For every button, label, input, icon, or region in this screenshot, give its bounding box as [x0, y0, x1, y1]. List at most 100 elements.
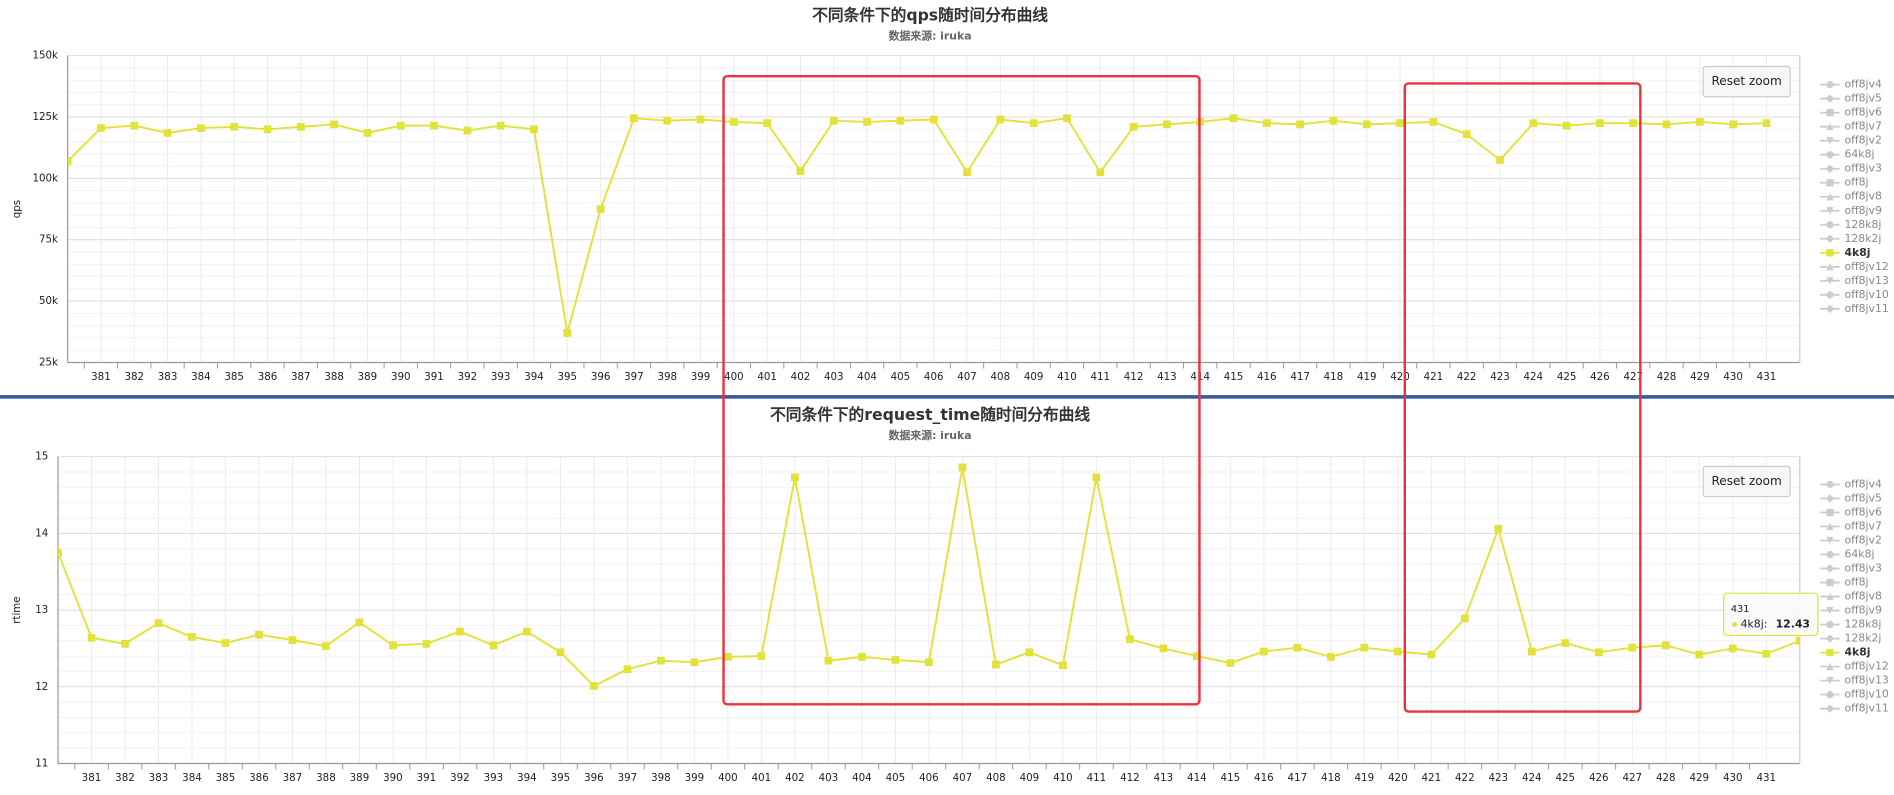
- data-point: [255, 630, 263, 639]
- legend-item[interactable]: off8jv6: [1820, 505, 1882, 518]
- data-point: [1527, 647, 1536, 656]
- reset-zoom-button[interactable]: Reset zoom: [1702, 65, 1791, 98]
- x-tick-label: 392: [450, 772, 470, 784]
- legend-item[interactable]: 128k8j: [1820, 218, 1881, 231]
- legend-marker: [1826, 606, 1834, 615]
- legend-item[interactable]: off8jv9: [1820, 604, 1882, 617]
- legend-label: off8jv3: [1844, 162, 1881, 175]
- x-tick-label: 407: [957, 371, 977, 383]
- legend-item[interactable]: off8jv7: [1820, 120, 1882, 133]
- legend-label: 128k8j: [1844, 218, 1881, 231]
- legend-item[interactable]: 128k8j: [1820, 618, 1881, 631]
- data-point: [858, 653, 866, 661]
- data-point: [796, 167, 805, 175]
- data-point: [757, 652, 766, 660]
- x-tick-label: 413: [1157, 371, 1177, 383]
- x-tick-label: 412: [1120, 772, 1140, 784]
- legend-item[interactable]: off8jv2: [1820, 134, 1882, 147]
- legend-item[interactable]: 128k2j: [1820, 632, 1881, 645]
- legend-item[interactable]: off8jv13: [1820, 674, 1889, 687]
- data-point: [121, 639, 129, 648]
- x-tick-label: 381: [82, 772, 102, 784]
- legend-item[interactable]: off8jv4: [1820, 78, 1882, 91]
- reset-zoom-button[interactable]: Reset zoom: [1702, 465, 1791, 498]
- data-point: [925, 658, 933, 667]
- tooltip-box: [1723, 592, 1819, 637]
- y-tick-label: 14: [35, 527, 48, 539]
- data-point: [1296, 120, 1304, 129]
- legend-item[interactable]: 128k2j: [1820, 232, 1881, 245]
- legend-item[interactable]: off8jv13: [1820, 274, 1889, 287]
- data-point: [1496, 156, 1504, 164]
- x-tick-label: 411: [1090, 371, 1110, 383]
- legend-item[interactable]: off8jv5: [1820, 491, 1882, 504]
- legend-item[interactable]: off8jv12: [1820, 260, 1889, 273]
- x-tick-label: 428: [1656, 772, 1676, 784]
- data-point: [1259, 647, 1268, 656]
- legend-item[interactable]: off8jv9: [1820, 204, 1882, 217]
- legend-item[interactable]: off8jv10: [1820, 688, 1889, 701]
- data-point: [630, 114, 638, 123]
- legend-label: off8jv11: [1844, 702, 1888, 715]
- separator: [0, 395, 1894, 399]
- legend-marker: [1826, 249, 1834, 257]
- data-point: [430, 121, 438, 130]
- button-label: Reset zoom: [1711, 474, 1781, 488]
- legend-label: off8jv10: [1844, 288, 1888, 301]
- x-tick-label: 396: [591, 371, 611, 383]
- legend-item[interactable]: off8jv10: [1820, 288, 1889, 301]
- legend-item[interactable]: off8jv4: [1820, 477, 1882, 490]
- x-tick-label: 413: [1154, 772, 1174, 784]
- legend-item[interactable]: off8jv11: [1820, 302, 1889, 315]
- x-tick-label: 402: [785, 772, 805, 784]
- legend-item[interactable]: off8jv6: [1820, 106, 1882, 119]
- legend-marker: [1826, 662, 1834, 671]
- data-point: [896, 116, 905, 125]
- legend-item[interactable]: off8j: [1820, 576, 1869, 589]
- x-tick-label: 390: [391, 371, 411, 383]
- legend-item[interactable]: off8jv12: [1820, 660, 1889, 673]
- legend-item[interactable]: off8jv5: [1820, 92, 1882, 105]
- highlight-box: [1403, 82, 1642, 713]
- legend-item[interactable]: off8jv7: [1820, 520, 1882, 533]
- legend-item[interactable]: off8jv8: [1820, 590, 1882, 603]
- tooltip-value: 12.43: [1776, 618, 1810, 631]
- y-tick-label: 11: [35, 757, 48, 769]
- legend-item[interactable]: 64k8j: [1820, 548, 1875, 561]
- data-point: [221, 639, 230, 647]
- data-point: [1159, 644, 1168, 653]
- legend-item[interactable]: off8jv11: [1820, 702, 1889, 715]
- legend-item[interactable]: off8jv3: [1820, 162, 1882, 175]
- x-tick-label: 386: [249, 772, 269, 784]
- plot-area: [57, 463, 1800, 690]
- x-tick-label: 422: [1457, 371, 1477, 383]
- legend-item[interactable]: off8j: [1820, 176, 1869, 189]
- legend-item[interactable]: off8jv8: [1820, 190, 1882, 203]
- data-point: [288, 636, 297, 644]
- legend-marker: [1826, 522, 1834, 531]
- x-tick-label: 427: [1623, 772, 1643, 784]
- legend-item[interactable]: off8jv3: [1820, 562, 1882, 575]
- legend-label: off8jv4: [1844, 78, 1881, 91]
- legend-marker: [1825, 634, 1835, 643]
- data-point: [363, 129, 372, 137]
- data-point: [590, 682, 598, 690]
- legend-item[interactable]: 4k8j: [1820, 246, 1871, 259]
- x-tick-label: 405: [886, 772, 906, 784]
- data-point: [1063, 114, 1071, 123]
- legend-marker: [1826, 263, 1834, 271]
- data-point: [263, 125, 272, 134]
- legend-marker: [1825, 234, 1835, 244]
- x-tick-label: 392: [458, 371, 478, 383]
- chart-subtitle: 数据来源: iruka: [889, 28, 972, 42]
- data-point: [724, 653, 732, 661]
- x-tick-label: 418: [1324, 371, 1344, 383]
- data-point: [489, 641, 498, 650]
- legend-item[interactable]: 4k8j: [1820, 646, 1871, 659]
- legend-item[interactable]: 64k8j: [1820, 148, 1875, 161]
- x-tick-label: 416: [1257, 371, 1277, 383]
- x-tick-label: 409: [1024, 371, 1044, 383]
- x-tick-label: 401: [752, 772, 772, 784]
- legend-item[interactable]: off8jv2: [1820, 534, 1882, 547]
- x-tick-label: 394: [517, 772, 537, 784]
